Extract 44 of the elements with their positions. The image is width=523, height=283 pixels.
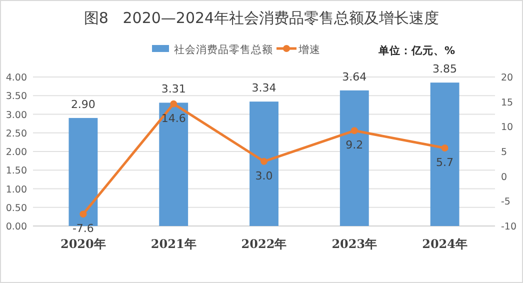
y-tick-label: 3.50: [6, 91, 27, 102]
data-label: -7.6: [72, 222, 94, 236]
data-label: 5.7: [436, 156, 454, 170]
point: [80, 210, 87, 218]
y-tick-label: 1.50: [6, 166, 27, 177]
legend-label: 增速: [298, 43, 320, 56]
y-tick-label: 0.00: [6, 222, 27, 232]
text: 单位：亿元、%: [377, 44, 456, 57]
bar: [340, 90, 369, 226]
y2-tick-label: 20: [501, 72, 514, 84]
point: [350, 127, 358, 134]
data-label: 3.31: [161, 82, 186, 96]
point: [260, 158, 268, 165]
data-label: 9.2: [346, 138, 364, 152]
y-tick-label: 4.00: [6, 72, 27, 84]
y2-tick-label: -5: [501, 196, 510, 208]
data-label: 3.64: [342, 70, 367, 84]
y2-tick-label: 0: [501, 172, 508, 183]
y2-tick-label: -10: [501, 222, 517, 232]
legend-label: 社会消费品零售总额: [174, 43, 273, 56]
point: [170, 100, 178, 108]
x-tick-label: 2022年: [241, 237, 287, 251]
x-tick-label: 2021年: [150, 237, 196, 251]
x-tick-label: 2023年: [332, 237, 378, 251]
y-tick-label: 2.00: [6, 147, 27, 158]
data-label: 3.0: [255, 169, 273, 182]
y2-tick-label: 10: [501, 122, 514, 134]
chart-title: 图8 2020—2024年社会消费品零售总额及增长速度: [84, 9, 440, 27]
x-tick-label: 2020年: [60, 237, 106, 251]
data-label: 3.34: [252, 82, 276, 95]
bar: [159, 102, 188, 226]
y-tick-label: 2.50: [6, 128, 27, 140]
y-tick-label: 3.00: [6, 110, 27, 121]
y2-tick-label: 15: [501, 97, 514, 108]
y2-tick-label: 5: [501, 147, 508, 158]
y-tick-label: 0.50: [6, 202, 27, 214]
data-label: 14.6: [161, 112, 186, 125]
bar: [430, 82, 460, 226]
y-tick-label: 1.00: [6, 184, 27, 196]
x-tick-label: 2024年: [422, 237, 468, 251]
data-label: 2.90: [70, 98, 96, 111]
point: [441, 144, 448, 152]
data-label: 3.85: [432, 62, 458, 76]
bar: [250, 102, 278, 226]
